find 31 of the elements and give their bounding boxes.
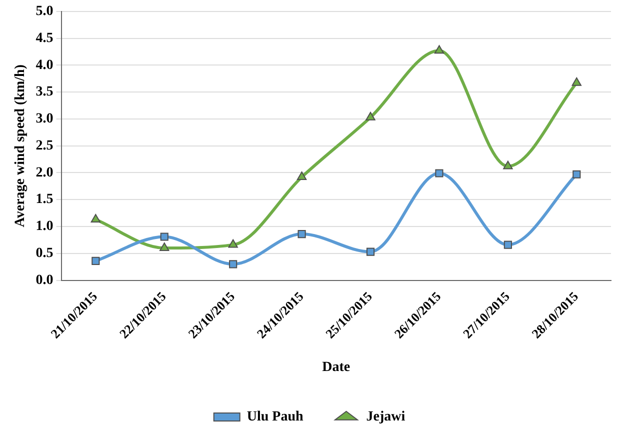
x-axis-title: Date	[322, 360, 350, 376]
legend-label: Jejawi	[366, 410, 406, 425]
point	[435, 169, 444, 178]
point	[572, 77, 582, 86]
y-tick-label: 2.0	[36, 165, 54, 180]
y-tick-label: 0.0	[36, 272, 54, 288]
point	[434, 45, 444, 54]
point	[503, 160, 513, 170]
point	[296, 172, 307, 180]
point	[298, 230, 306, 238]
point	[572, 170, 581, 178]
y-tick-label: 5.0	[36, 4, 54, 20]
y-tick-label: 2.5	[36, 138, 54, 154]
y-tick-label: 1.0	[36, 219, 54, 234]
y-tick-label: 0.5	[36, 246, 54, 262]
point	[228, 239, 238, 248]
point	[504, 240, 512, 249]
point	[366, 248, 375, 256]
point	[160, 242, 170, 252]
y-tick-label: 1.5	[36, 192, 54, 208]
y-axis-title: Average wind speed (km/h)	[13, 64, 28, 228]
y-tick-label: 3.0	[36, 112, 54, 127]
point	[160, 232, 168, 241]
point	[229, 260, 238, 268]
legend-label: Ulu Pauh	[246, 410, 304, 425]
y-tick-label: 4.0	[36, 58, 54, 73]
y-tick-label: 3.5	[36, 84, 54, 100]
point	[366, 112, 376, 120]
y-tick-label: 4.5	[36, 30, 54, 46]
point	[92, 256, 100, 265]
point	[90, 214, 100, 223]
